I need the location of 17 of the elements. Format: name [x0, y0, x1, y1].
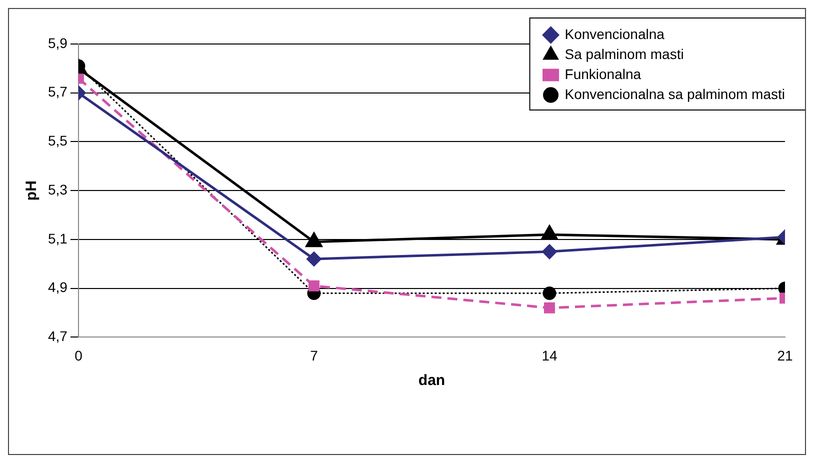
- x-tick-label: 0: [74, 347, 83, 364]
- x-axis-title: dan: [418, 372, 446, 390]
- y-tick-label: 4,9: [48, 279, 68, 296]
- y-tick-label: 4,7: [48, 328, 68, 344]
- y-tick-label: 5,5: [48, 132, 68, 149]
- legend-label: Sa palminom masti: [564, 46, 684, 62]
- x-tick-label: 14: [542, 347, 558, 364]
- legend-label: Funkionalna: [564, 66, 642, 82]
- legend-label: Konvencionalna: [564, 26, 665, 42]
- x-tick-label: 21: [777, 347, 793, 364]
- legend-label: Konvencionalna sa palminom masti: [564, 86, 786, 102]
- y-tick-label: 5,1: [48, 230, 68, 246]
- x-tick-label: 7: [310, 347, 318, 364]
- y-tick-label: 5,3: [48, 181, 68, 198]
- y-tick-label: 5,7: [48, 84, 68, 100]
- y-axis-title: pH: [23, 180, 40, 201]
- y-tick-label: 5,9: [48, 34, 68, 51]
